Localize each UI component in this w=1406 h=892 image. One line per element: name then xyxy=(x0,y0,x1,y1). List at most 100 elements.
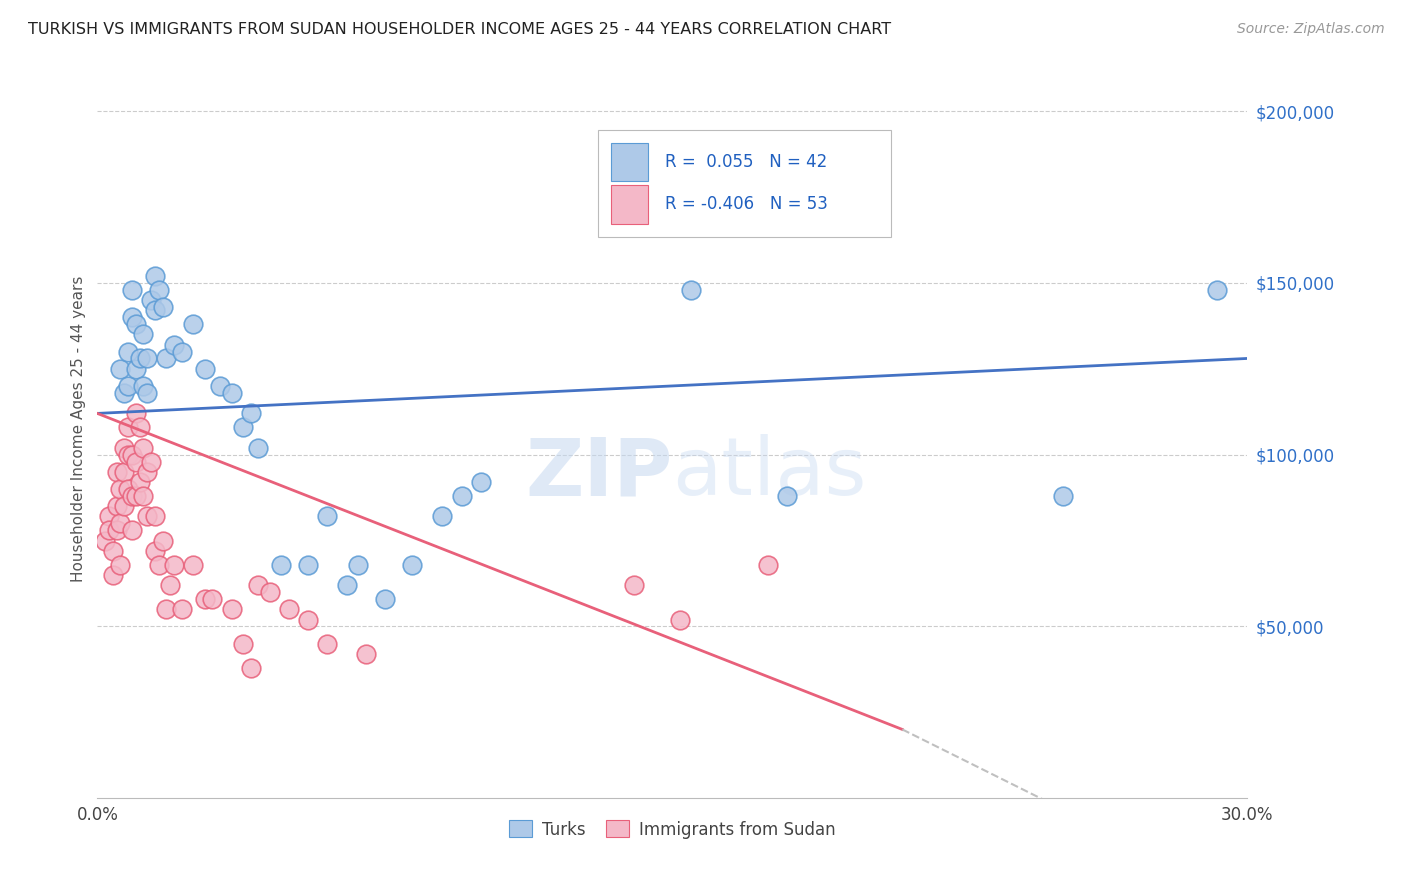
Text: R = -0.406   N = 53: R = -0.406 N = 53 xyxy=(665,195,828,213)
Point xyxy=(681,283,703,297)
Point xyxy=(132,327,155,342)
Point xyxy=(221,385,243,400)
Point xyxy=(136,385,159,400)
Point xyxy=(270,558,292,572)
Point xyxy=(132,379,155,393)
Text: ZIP: ZIP xyxy=(524,434,672,512)
Point xyxy=(101,544,124,558)
Point xyxy=(297,558,319,572)
Text: Source: ZipAtlas.com: Source: ZipAtlas.com xyxy=(1237,22,1385,37)
Point xyxy=(121,448,143,462)
Point xyxy=(117,482,139,496)
Point xyxy=(170,344,193,359)
Point xyxy=(170,602,193,616)
Point xyxy=(110,558,132,572)
Point xyxy=(776,489,799,503)
Point xyxy=(132,489,155,503)
Point xyxy=(239,406,262,420)
Point xyxy=(110,482,132,496)
Point xyxy=(117,344,139,359)
Point xyxy=(143,544,166,558)
Point xyxy=(139,293,162,307)
Point xyxy=(278,602,301,616)
Point xyxy=(117,448,139,462)
Text: atlas: atlas xyxy=(672,434,866,512)
Point xyxy=(152,533,174,548)
Text: TURKISH VS IMMIGRANTS FROM SUDAN HOUSEHOLDER INCOME AGES 25 - 44 YEARS CORRELATI: TURKISH VS IMMIGRANTS FROM SUDAN HOUSEHO… xyxy=(28,22,891,37)
Point xyxy=(112,385,135,400)
Point xyxy=(247,578,270,592)
Y-axis label: Householder Income Ages 25 - 44 years: Householder Income Ages 25 - 44 years xyxy=(72,276,86,582)
Point xyxy=(143,268,166,283)
Point xyxy=(121,283,143,297)
Point xyxy=(121,489,143,503)
Point xyxy=(117,379,139,393)
Point xyxy=(1052,489,1074,503)
Point xyxy=(401,558,423,572)
Point xyxy=(221,602,243,616)
Point xyxy=(105,465,128,479)
Point xyxy=(297,613,319,627)
Point xyxy=(152,300,174,314)
Point xyxy=(105,523,128,537)
Point xyxy=(208,379,231,393)
Point xyxy=(181,317,204,331)
Point xyxy=(128,475,150,489)
Point xyxy=(125,406,148,420)
Point xyxy=(232,420,254,434)
Point xyxy=(259,585,281,599)
Point xyxy=(121,523,143,537)
Point xyxy=(110,361,132,376)
Legend: Turks, Immigrants from Sudan: Turks, Immigrants from Sudan xyxy=(502,814,842,846)
Point xyxy=(247,441,270,455)
Point xyxy=(163,337,186,351)
Point xyxy=(125,454,148,468)
Point xyxy=(155,351,177,366)
Point xyxy=(94,533,117,548)
Point xyxy=(125,317,148,331)
Point xyxy=(194,361,217,376)
Point xyxy=(181,558,204,572)
Point xyxy=(1205,283,1227,297)
FancyBboxPatch shape xyxy=(612,143,648,181)
Point xyxy=(470,475,492,489)
Point xyxy=(163,558,186,572)
Point xyxy=(143,303,166,318)
Point xyxy=(432,509,454,524)
FancyBboxPatch shape xyxy=(598,129,891,237)
Point xyxy=(97,523,120,537)
Point xyxy=(450,489,472,503)
Point xyxy=(136,351,159,366)
Point xyxy=(201,591,224,606)
Point xyxy=(136,465,159,479)
Point xyxy=(110,516,132,531)
Point xyxy=(623,578,645,592)
Text: R =  0.055   N = 42: R = 0.055 N = 42 xyxy=(665,153,828,171)
Point xyxy=(316,636,339,650)
FancyBboxPatch shape xyxy=(612,186,648,224)
Point xyxy=(232,636,254,650)
Point xyxy=(159,578,181,592)
Point xyxy=(121,310,143,325)
Point xyxy=(756,558,779,572)
Point xyxy=(112,441,135,455)
Point xyxy=(194,591,217,606)
Point xyxy=(239,660,262,674)
Point xyxy=(101,567,124,582)
Point xyxy=(125,489,148,503)
Point xyxy=(347,558,370,572)
Point xyxy=(139,454,162,468)
Point xyxy=(112,465,135,479)
Point xyxy=(669,613,692,627)
Point xyxy=(374,591,396,606)
Point xyxy=(148,558,170,572)
Point xyxy=(354,647,377,661)
Point xyxy=(128,351,150,366)
Point xyxy=(117,420,139,434)
Point xyxy=(125,361,148,376)
Point xyxy=(148,283,170,297)
Point xyxy=(97,509,120,524)
Point xyxy=(112,499,135,513)
Point xyxy=(143,509,166,524)
Point xyxy=(155,602,177,616)
